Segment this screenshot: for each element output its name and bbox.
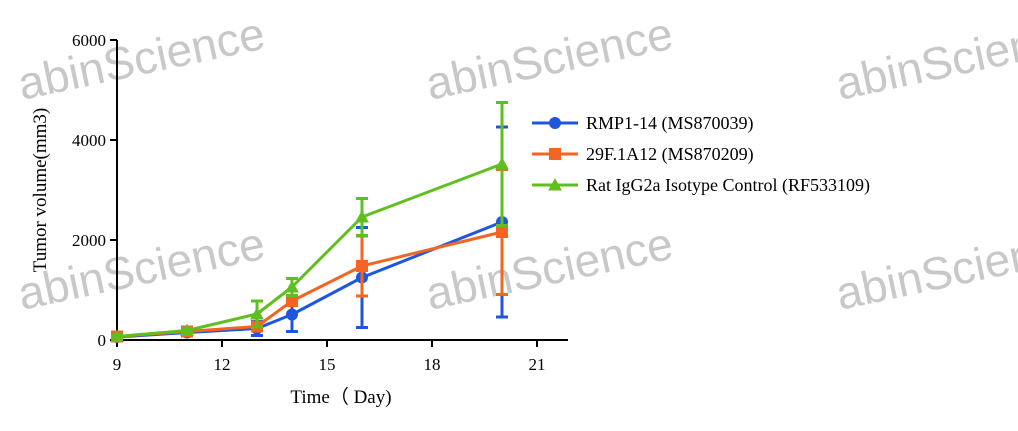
legend: RMP1-14 (MS870039) 29F.1A12 (MS870209) Rat… [532, 113, 870, 196]
watermark-text: abinScience [13, 217, 269, 320]
data-point-circle [549, 117, 561, 129]
data-point-triangle [548, 178, 562, 191]
watermarks: abinScience abinScience abinScience abinSci… [13, 7, 1018, 320]
data-point-triangle [180, 323, 194, 337]
series-line [116, 162, 503, 338]
legend-item: 29F.1A12 (MS870209) [532, 144, 754, 165]
y-tick-label: 4000 [72, 131, 106, 150]
x-tick-label: 15 [319, 355, 336, 374]
watermark-text: abinScience [421, 7, 677, 110]
data-point-square [356, 260, 368, 272]
legend-item: Rat IgG2a Isotype Control (RF533109) [532, 175, 870, 196]
y-tick-label: 6000 [72, 31, 106, 50]
data-point-triangle [355, 210, 369, 223]
x-tick-label: 18 [424, 355, 441, 374]
watermark-text: abinScience [831, 7, 1018, 110]
x-tick-label: 12 [214, 355, 231, 374]
data-point-triangle [110, 329, 124, 343]
x-axis-title: Time（ Day) [290, 386, 391, 408]
legend-label: Rat IgG2a Isotype Control (RF533109) [586, 175, 870, 196]
legend-item: RMP1-14 (MS870039) [532, 113, 754, 134]
legend-label: 29F.1A12 (MS870209) [586, 144, 754, 165]
data-point-circle [286, 308, 298, 321]
data-point-triangle [285, 280, 299, 293]
data-point-triangle [250, 307, 264, 320]
y-tick-label: 0 [98, 331, 107, 350]
y-tick-label: 2000 [72, 231, 106, 250]
plot-area [110, 101, 509, 343]
axes: 9 12 15 18 21 0 2000 4000 6000 Time（ Day) Tumor vo… [30, 31, 568, 408]
watermark-text: abinScience [13, 7, 269, 110]
series-3 [110, 101, 509, 343]
data-point-square [496, 226, 508, 238]
legend-label: RMP1-14 (MS870039) [586, 113, 754, 134]
watermark-text: abinScience [421, 217, 677, 320]
data-point-square [286, 295, 298, 307]
data-point-square [549, 148, 561, 160]
x-tick-label: 9 [113, 355, 122, 374]
watermark-text: abinScience [831, 217, 1018, 320]
y-axis-title: Tumor volume(mm3) [30, 108, 51, 273]
x-tick-label: 21 [529, 355, 546, 374]
data-point-triangle [495, 157, 509, 170]
